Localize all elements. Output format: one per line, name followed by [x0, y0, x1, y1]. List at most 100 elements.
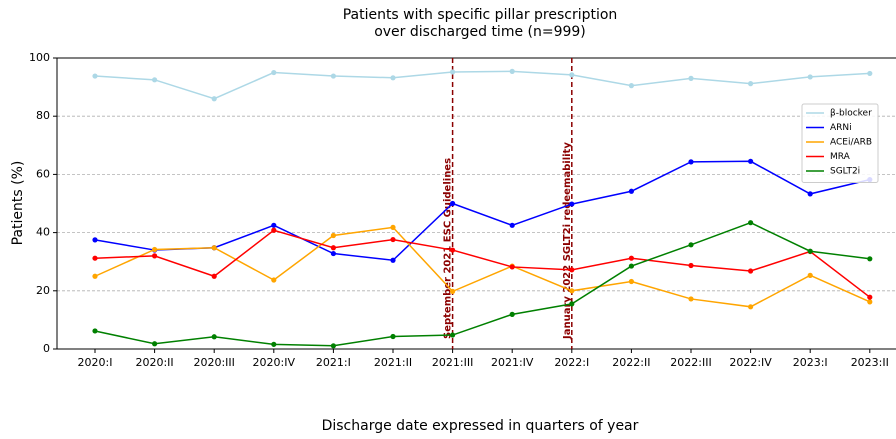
data-point: [688, 262, 694, 269]
data-point: [569, 288, 575, 294]
data-point: [330, 232, 336, 239]
chart-title: over discharged time (n=999): [374, 24, 586, 40]
x-tick-label: 2021:IV: [491, 356, 534, 369]
data-point: [867, 294, 873, 300]
data-point: [450, 288, 456, 294]
data-point: [92, 237, 98, 243]
data-point: [748, 220, 754, 226]
legend-label: ACEi/ARB: [830, 138, 872, 148]
series-line: [94, 160, 870, 262]
data-point: [569, 201, 575, 207]
data-point: [271, 222, 277, 228]
data-point: [450, 247, 456, 253]
data-point: [688, 159, 694, 165]
x-tick-label: 2020:IV: [253, 356, 296, 369]
data-point: [688, 296, 694, 302]
x-tick-label: 2021:III: [432, 356, 473, 369]
legend-label: SGLT2i: [830, 167, 860, 177]
x-tick-label: 2023:I: [793, 356, 828, 369]
series-line: [94, 70, 870, 100]
x-tick-label: 2022:IV: [729, 356, 772, 369]
data-point: [390, 236, 396, 243]
x-tick-label: 2022:II: [612, 356, 650, 369]
data-point: [330, 250, 336, 257]
data-point: [509, 222, 515, 228]
data-point: [688, 242, 694, 248]
data-point: [867, 256, 873, 262]
data-point: [211, 273, 217, 279]
y-tick-label: 0: [43, 342, 50, 355]
data-point: [152, 246, 158, 253]
data-point: [450, 200, 456, 207]
data-point: [509, 311, 515, 317]
x-tick-label: 2021:II: [374, 356, 412, 369]
y-tick-label: 20: [36, 284, 50, 297]
series-line: [94, 221, 870, 347]
data-point: [807, 191, 813, 197]
data-point: [748, 158, 754, 164]
data-point: [628, 255, 635, 261]
annotation-text: September 2021 ESC Guidelines: [443, 158, 454, 339]
data-point: [867, 299, 873, 305]
data-point: [569, 72, 575, 78]
data-point: [628, 263, 635, 269]
data-point: [569, 267, 575, 273]
legend-box: [801, 103, 879, 183]
series-line: [94, 226, 871, 308]
x-tick-label: 2020:II: [135, 356, 173, 369]
y-tick-label: 60: [36, 167, 50, 180]
data-point: [92, 273, 98, 279]
x-axis-label: Discharge date expressed in quarters of …: [322, 418, 639, 434]
x-tick-label: 2023:II: [851, 356, 889, 369]
data-point: [628, 278, 635, 285]
y-axis-label: Patients (%): [10, 161, 26, 246]
data-point: [569, 301, 575, 307]
data-point: [92, 328, 98, 334]
data-point: [152, 253, 158, 259]
data-point: [450, 69, 456, 75]
data-point: [509, 68, 515, 74]
data-point: [628, 83, 635, 89]
data-point: [390, 333, 396, 340]
data-point: [211, 245, 217, 251]
data-point: [390, 75, 396, 81]
data-point: [807, 248, 813, 254]
data-point: [748, 268, 754, 274]
data-point: [211, 96, 217, 102]
data-point: [748, 81, 754, 87]
series-line: [94, 229, 871, 298]
data-point: [450, 332, 456, 338]
data-point: [807, 272, 813, 278]
data-point: [688, 75, 694, 81]
data-point: [92, 255, 98, 261]
data-point: [330, 245, 336, 251]
data-point: [807, 74, 813, 80]
x-tick-label: 2021:I: [316, 356, 351, 369]
legend-label: MRA: [830, 152, 851, 162]
data-point: [152, 77, 158, 83]
data-point: [271, 277, 277, 283]
data-point: [152, 341, 158, 347]
x-tick-label: 2022:III: [670, 356, 711, 369]
data-point: [390, 257, 396, 263]
data-point: [92, 73, 98, 79]
legend-label: β-blocker: [830, 109, 872, 119]
data-point: [271, 227, 277, 233]
data-point: [867, 70, 873, 77]
data-point: [628, 188, 635, 194]
chart-title: Patients with specific pillar prescripti…: [343, 7, 618, 23]
y-tick-label: 80: [36, 109, 50, 122]
y-tick-label: 40: [36, 226, 50, 239]
data-point: [390, 224, 396, 230]
annotation-text: January 2022 SGLT2i redeemability: [562, 142, 573, 340]
x-tick-label: 2020:I: [78, 356, 113, 369]
legend-label: ARNi: [830, 123, 852, 133]
data-point: [271, 341, 277, 347]
data-point: [330, 343, 336, 349]
data-point: [748, 304, 754, 310]
x-tick-label: 2020:III: [193, 356, 234, 369]
data-point: [509, 264, 515, 270]
data-point: [211, 334, 217, 340]
x-tick-label: 2022:I: [554, 356, 589, 369]
